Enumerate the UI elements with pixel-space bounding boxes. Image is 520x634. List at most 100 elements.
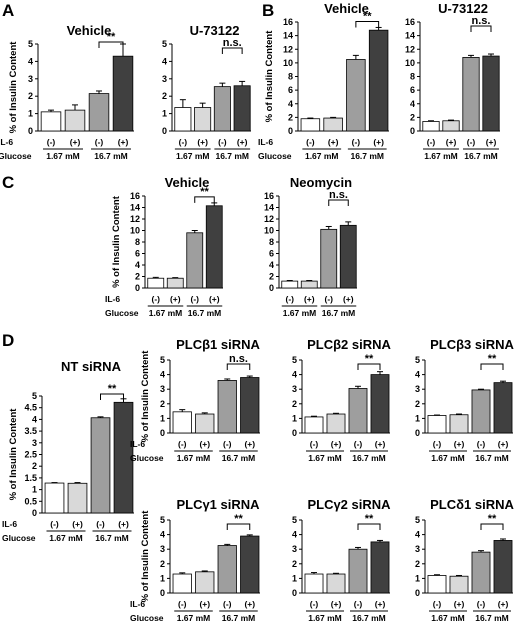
y-tick-label: 4 — [162, 56, 167, 66]
category-label: (-) — [152, 294, 161, 304]
bar — [449, 414, 469, 434]
bar — [174, 107, 192, 132]
y-tick-label: 2 — [162, 91, 167, 101]
group-label: 16.7 mM — [95, 533, 129, 543]
y-tick-label: 5 — [292, 515, 297, 525]
y-tick-label: 0 — [410, 126, 415, 136]
y-tick-label: 4 — [292, 530, 297, 540]
y-tick-label: 3 — [160, 384, 165, 394]
row-label-il6: IL-6 — [258, 137, 273, 147]
category-label: (+) — [375, 439, 386, 449]
row-label-il6: IL-6 — [2, 519, 17, 529]
bar — [471, 551, 491, 594]
bar — [172, 411, 192, 434]
chart-title: PLCδ1 siRNA — [430, 497, 514, 512]
chart-2: U-73122 0 1 2 3 4 5 (-) (+) (-) (+) n.s. 1.67 mM 16.7… — [162, 23, 251, 161]
y-tick-label: 3 — [28, 74, 33, 84]
y-tick-label: 0 — [415, 588, 420, 598]
category-label: (-) — [325, 294, 334, 304]
y-tick-label: 14 — [405, 31, 415, 41]
bar — [320, 228, 338, 289]
y-tick-label: 16 — [264, 191, 274, 201]
y-tick-label: 1 — [292, 573, 297, 583]
row-label-il6: IL-6 — [0, 137, 13, 147]
significance-bracket — [98, 41, 124, 48]
significance-label: ** — [108, 383, 117, 395]
row-label-glucose: Glucose — [258, 151, 292, 161]
bar — [205, 205, 223, 289]
y-tick-label: 10 — [130, 226, 140, 236]
category-label: (-) — [178, 439, 187, 449]
y-tick-label: 4 — [292, 370, 297, 380]
y-tick-label: 6 — [135, 249, 140, 259]
y-tick-label: 8 — [410, 72, 415, 82]
row-label-glucose: Glucose — [130, 613, 164, 623]
category-label: (-) — [427, 137, 436, 147]
category-label: (+) — [331, 439, 342, 449]
category-label: (-) — [96, 519, 105, 529]
y-tick-label: 2 — [28, 91, 33, 101]
category-label: (+) — [454, 439, 465, 449]
y-tick-label: 12 — [405, 44, 415, 54]
y-tick-label: 2 — [160, 559, 165, 569]
category-label: (+) — [118, 519, 129, 529]
y-tick-label: 5 — [32, 391, 37, 401]
panel-label-C: C — [2, 173, 14, 192]
category-label: (+) — [454, 599, 465, 609]
chart-8: PLCβ1 siRNA 0 1 2 3 4 5 % of Insulin Content (-)… — [130, 337, 260, 463]
category-label: (-) — [477, 439, 486, 449]
y-tick-label: 10 — [283, 58, 293, 68]
bar — [427, 415, 447, 434]
y-tick-label: 0 — [160, 588, 165, 598]
panel-label-A: A — [2, 1, 14, 20]
category-label: (+) — [343, 294, 354, 304]
category-label: (+) — [373, 137, 384, 147]
chart-13: PLCδ1 siRNA 0 1 2 3 4 5 (-) (+) (-) (+) ** 1.67 mM 16… — [415, 497, 514, 623]
bar — [482, 55, 500, 132]
y-tick-label: 1.5 — [24, 473, 37, 483]
bar — [67, 482, 88, 514]
y-tick-label: 1 — [415, 573, 420, 583]
category-label: (+) — [498, 599, 509, 609]
group-label: 16.7 mM — [464, 151, 498, 161]
chart-4: U-73122 0 2 4 6 8 10 12 14 16 (-) (+) (-) (+) n.s. 1.67… — [405, 1, 500, 161]
significance-bracket — [357, 363, 381, 370]
bar — [166, 277, 184, 289]
y-tick-label: 0 — [162, 126, 167, 136]
bar — [427, 575, 447, 594]
significance-bracket — [194, 196, 215, 203]
bar — [442, 120, 460, 132]
row-label-il6: IL-6 — [130, 599, 145, 609]
group-label: 16.7 mM — [350, 151, 384, 161]
row-label-glucose: Glucose — [130, 453, 164, 463]
y-tick-label: 6 — [269, 249, 274, 259]
category-label: (+) — [244, 599, 255, 609]
category-label: (-) — [354, 599, 363, 609]
bar — [370, 541, 390, 594]
y-tick-label: 10 — [405, 58, 415, 68]
y-tick-label: 0 — [135, 283, 140, 293]
significance-label: n.s. — [229, 353, 248, 365]
bar — [195, 571, 215, 594]
bar — [348, 548, 368, 594]
y-tick-label: 10 — [264, 226, 274, 236]
y-tick-label: 4 — [288, 99, 293, 109]
y-tick-label: 0 — [269, 283, 274, 293]
category-label: (-) — [223, 599, 232, 609]
y-tick-label: 5 — [160, 355, 165, 365]
y-tick-label: 12 — [130, 214, 140, 224]
group-label: 16.7 mM — [188, 308, 222, 318]
y-tick-label: 1 — [28, 109, 33, 119]
y-tick-label: 3 — [162, 74, 167, 84]
bar — [493, 540, 513, 594]
category-label: (-) — [179, 137, 188, 147]
row-label-glucose: Glucose — [105, 308, 139, 318]
y-tick-label: 2 — [288, 112, 293, 122]
y-tick-label: 2 — [292, 399, 297, 409]
category-label: (-) — [477, 599, 486, 609]
y-axis-label: % of Insulin Content — [140, 350, 151, 443]
y-tick-label: 6 — [410, 85, 415, 95]
chart-10: PLCβ3 siRNA 0 1 2 3 4 5 (-) (+) (-) (+) ** 1.67 mM 16… — [415, 337, 515, 463]
group-label: 1.67 mM — [424, 151, 458, 161]
group-label: 1.67 mM — [431, 613, 465, 623]
